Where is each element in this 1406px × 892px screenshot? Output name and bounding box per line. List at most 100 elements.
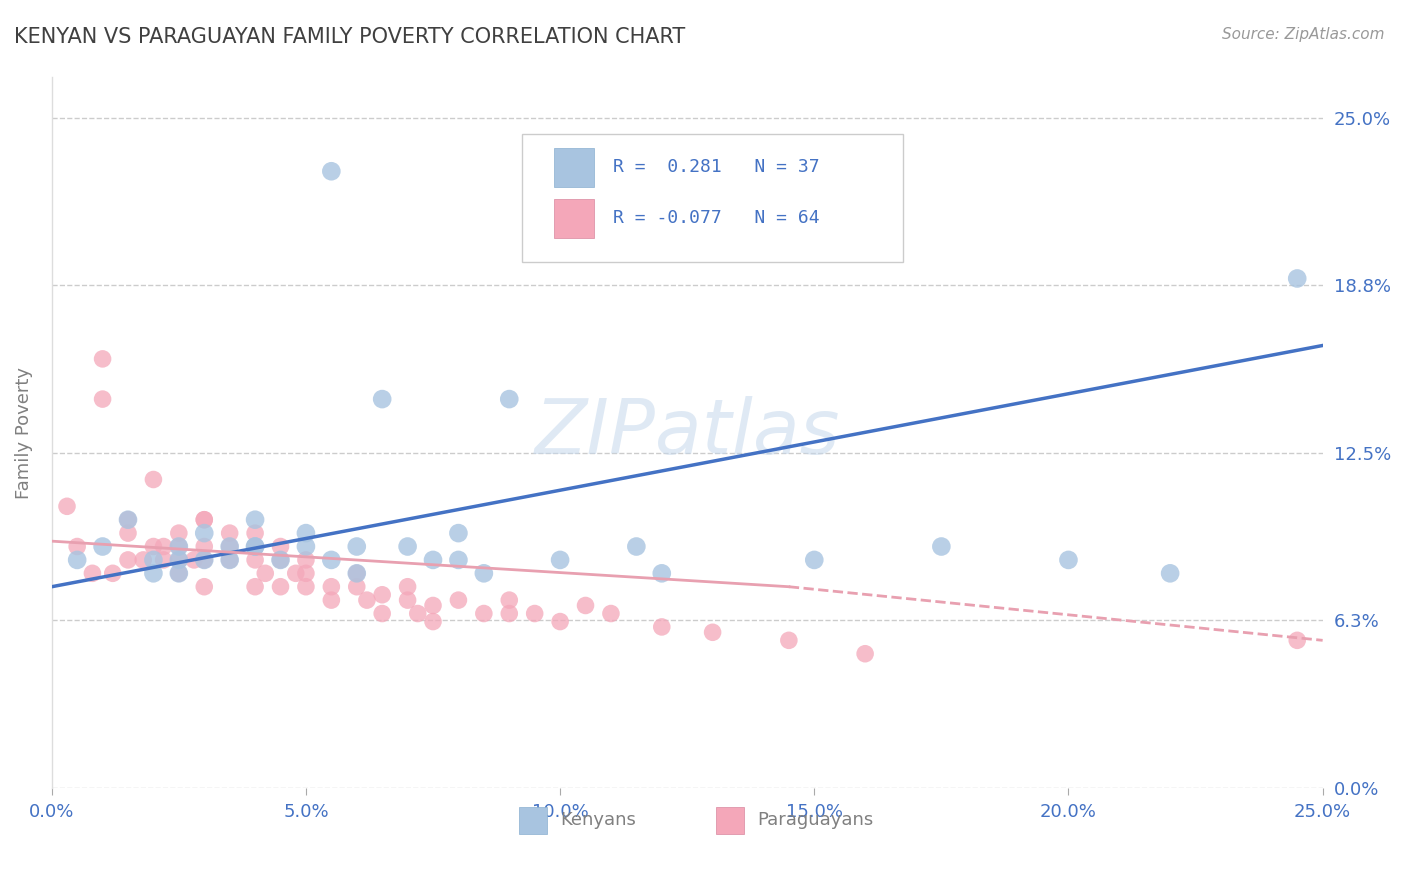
Point [371,588,394,602]
Point [321,593,343,607]
Point [270,553,292,567]
Point [243,540,266,554]
Point [1286,633,1309,648]
Point [193,540,215,554]
Point [142,473,165,487]
Text: Source: ZipAtlas.com: Source: ZipAtlas.com [1222,27,1385,42]
Point [626,540,648,554]
Point [371,607,394,621]
Point [472,566,495,581]
Point [295,553,318,567]
Point [1057,553,1080,567]
Point [284,566,307,581]
Point [91,392,114,406]
Point [167,526,190,541]
Point [183,553,205,567]
Point [321,164,343,178]
Point [167,566,190,581]
Point [422,599,444,613]
Point [101,566,124,581]
FancyBboxPatch shape [554,148,595,186]
Point [295,566,318,581]
Point [295,540,318,554]
Point [218,553,240,567]
FancyBboxPatch shape [519,807,547,834]
Point [66,540,89,554]
Point [346,566,368,581]
Point [447,553,470,567]
Point [523,607,546,621]
Point [406,607,429,621]
Point [193,553,215,567]
Point [447,593,470,607]
Point [356,593,378,607]
Point [254,566,277,581]
Point [321,580,343,594]
Text: R = -0.077   N = 64: R = -0.077 N = 64 [613,210,820,227]
Point [346,580,368,594]
Point [82,566,104,581]
Point [218,540,240,554]
Point [778,633,800,648]
Point [931,540,953,554]
Point [422,553,444,567]
Point [346,566,368,581]
Point [295,580,318,594]
Point [371,392,394,406]
Point [243,540,266,554]
Point [152,553,174,567]
FancyBboxPatch shape [554,199,595,238]
Point [218,526,240,541]
Point [117,553,139,567]
Point [117,526,139,541]
Point [270,580,292,594]
Point [295,526,318,541]
Point [167,540,190,554]
Point [218,540,240,554]
Point [574,599,596,613]
Point [167,566,190,581]
Point [193,553,215,567]
Point [651,620,673,634]
Point [270,553,292,567]
Point [218,553,240,567]
Point [600,607,623,621]
Point [548,553,571,567]
Point [193,513,215,527]
Point [56,500,79,514]
Point [396,580,419,594]
Point [91,351,114,366]
Point [142,553,165,567]
Point [152,540,174,554]
Point [447,526,470,541]
Y-axis label: Family Poverty: Family Poverty [15,367,32,499]
Text: KENYAN VS PARAGUAYAN FAMILY POVERTY CORRELATION CHART: KENYAN VS PARAGUAYAN FAMILY POVERTY CORR… [14,27,685,46]
Point [66,553,89,567]
Point [396,540,419,554]
FancyBboxPatch shape [522,135,903,262]
FancyBboxPatch shape [717,807,744,834]
Point [193,513,215,527]
Point [1286,271,1309,285]
Point [651,566,673,581]
Point [1159,566,1181,581]
Point [117,513,139,527]
Point [243,513,266,527]
Text: R =  0.281   N = 37: R = 0.281 N = 37 [613,158,820,177]
Point [167,540,190,554]
Point [853,647,876,661]
Text: Paraguayans: Paraguayans [756,811,873,829]
Point [472,607,495,621]
Point [346,540,368,554]
Point [498,607,520,621]
Point [422,615,444,629]
Point [243,540,266,554]
Point [142,540,165,554]
Point [193,580,215,594]
Point [803,553,825,567]
Point [167,553,190,567]
Point [243,526,266,541]
Point [117,513,139,527]
Point [243,580,266,594]
Point [91,540,114,554]
